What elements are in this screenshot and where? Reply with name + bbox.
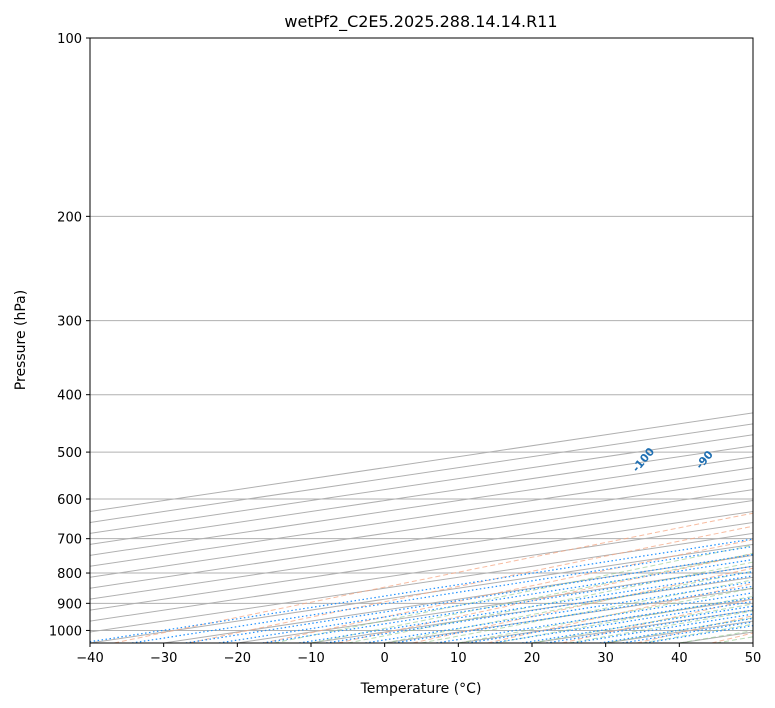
x-tick-label: 40 (671, 651, 688, 666)
x-tick-label: 10 (450, 651, 467, 666)
isotherm-line (90, 423, 753, 523)
isotherm-line (90, 478, 753, 578)
moist-adiabat-line (679, 630, 753, 643)
isotherm-line (458, 598, 753, 643)
y-tick-label: 1000 (49, 624, 82, 639)
isotherm-line (90, 543, 753, 643)
isotherm-line (90, 456, 753, 556)
x-axis: −40 −30 −20 −10 0 10 20 30 40 50 (76, 643, 761, 666)
isotherm-line (90, 467, 753, 567)
moist-adiabat-line (310, 552, 753, 643)
x-tick-label: −30 (150, 651, 177, 666)
mixing-ratio-line (131, 545, 753, 643)
moist-adiabat-line (642, 623, 753, 643)
isotherm-line (679, 631, 753, 643)
plot-area: 0.10.20.40.611.52346810131620253036-100-… (90, 38, 753, 643)
mixing-ratio-line (90, 538, 753, 643)
isotherm-line (90, 510, 753, 611)
isotherm-line (90, 489, 753, 589)
y-tick-label: 400 (57, 389, 82, 404)
mixing-ratio-line (218, 558, 753, 643)
isotherm-line (90, 532, 753, 633)
isotherm-line (90, 521, 753, 622)
mixing-ratio-line (546, 609, 753, 643)
x-tick-label: 50 (745, 651, 762, 666)
mixing-ratio-line (326, 575, 753, 643)
dry-adiabat-line (636, 615, 753, 643)
mixing-ratio-line (599, 617, 753, 643)
y-tick-label: 700 (57, 533, 82, 548)
dry-adiabat-line (412, 567, 753, 643)
x-tick-label: −20 (224, 651, 251, 666)
x-tick-label: 0 (381, 651, 389, 666)
isotherm-line (90, 445, 753, 545)
moist-adiabat-line (716, 636, 753, 643)
y-tick-label: 500 (57, 446, 82, 461)
y-tick-label: 800 (57, 567, 82, 582)
y-tick-label: 300 (57, 315, 82, 330)
moist-adiabat-line (531, 603, 753, 643)
dry-adiabat-line (487, 582, 753, 643)
mixing-ratio-line (572, 613, 753, 643)
x-axis-label: Temperature (°C) (360, 681, 482, 697)
isotherm-line (90, 500, 753, 600)
isotherm-line (752, 642, 753, 643)
chart-title: wetPf2_C2E5.2025.288.14.14.R11 (284, 12, 557, 32)
dry-adiabat-line (113, 512, 753, 643)
isotherm-line (310, 576, 753, 643)
moist-adiabat-line (495, 595, 753, 643)
mixing-ratio-line (492, 600, 753, 643)
dry-adiabat-line (188, 525, 753, 643)
dry-adiabat-line (562, 598, 753, 643)
isotherm-line (90, 434, 753, 534)
y-tick-label: 200 (57, 210, 82, 225)
moist-adiabat-line (347, 561, 753, 643)
y-axis-label: Pressure (hPa) (13, 290, 29, 390)
isotherm-line (531, 609, 753, 643)
mixing-ratio-line (185, 553, 753, 643)
x-tick-label: −40 (76, 651, 103, 666)
y-tick-label: 900 (57, 597, 82, 612)
x-tick-label: −10 (297, 651, 324, 666)
y-tick-label: 600 (57, 493, 82, 508)
moist-adiabat-line (274, 544, 753, 643)
y-axis: 100 200 300 400 500 600 700 800 900 1000 (49, 32, 90, 639)
isotherm-line (90, 412, 753, 513)
moist-adiabat-line (421, 579, 753, 643)
dry-adiabat-line (263, 539, 753, 643)
plot-frame (89, 37, 754, 644)
moist-adiabat-line (568, 610, 753, 643)
moist-adiabat-line (458, 587, 753, 643)
y-tick-label: 100 (57, 32, 82, 47)
mixing-ratio-line (522, 605, 753, 643)
dry-adiabat-line (711, 632, 753, 643)
x-tick-label: 20 (524, 651, 541, 666)
x-tick-label: 30 (597, 651, 614, 666)
